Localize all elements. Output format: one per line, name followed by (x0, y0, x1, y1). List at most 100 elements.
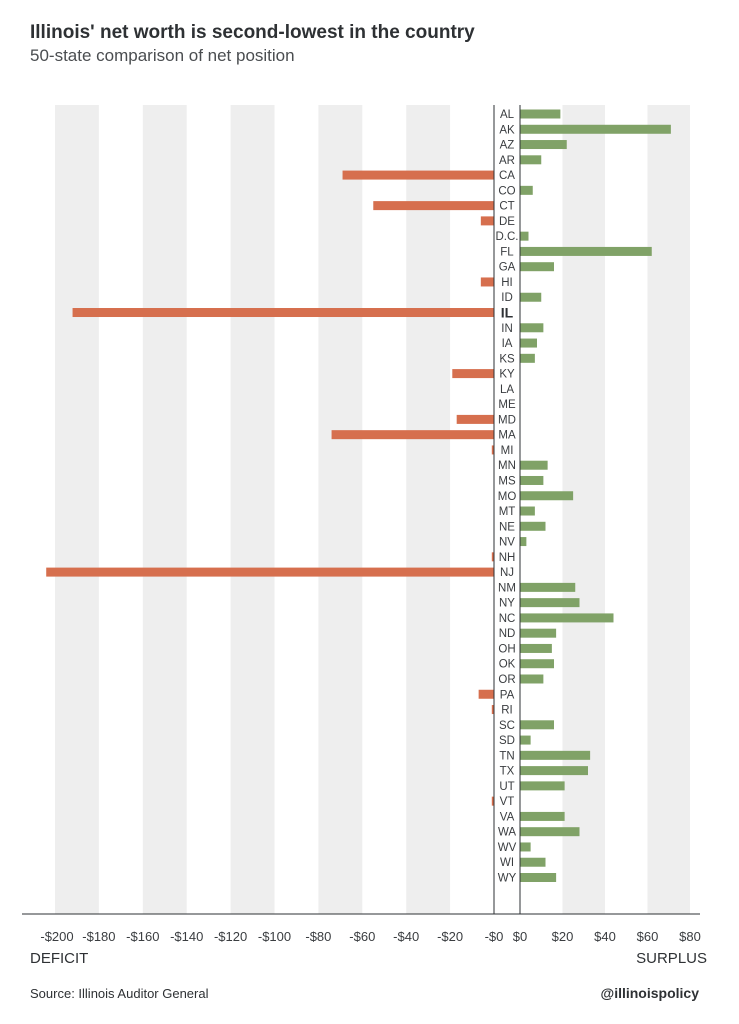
state-label-RI: RI (501, 705, 513, 717)
tick-label: $20 (552, 929, 574, 944)
grid-band (562, 105, 605, 914)
bar-VA (520, 811, 565, 821)
state-label-PA: PA (500, 689, 515, 701)
bar-OK (520, 659, 554, 669)
tick-label: -$140 (170, 929, 203, 944)
state-label-FL: FL (500, 246, 514, 258)
bar-FL (520, 246, 652, 256)
state-label-ID: ID (501, 292, 513, 304)
bar-AK (520, 124, 671, 134)
bar-SD (520, 735, 531, 745)
bar-D.C. (520, 231, 529, 241)
state-label-SC: SC (499, 720, 515, 732)
state-label-AK: AK (499, 124, 515, 136)
state-label-NH: NH (499, 552, 516, 564)
grid-band (142, 105, 187, 914)
state-label-VA: VA (500, 811, 515, 823)
state-label-MO: MO (498, 491, 517, 503)
tick-label: -$160 (126, 929, 159, 944)
tick-label: $60 (637, 929, 659, 944)
bar-WA (520, 827, 580, 837)
state-label-NY: NY (499, 598, 515, 610)
bar-CO (520, 185, 533, 195)
bar-GA (520, 262, 554, 272)
tick-label: -$120 (214, 929, 247, 944)
state-label-D.C.: D.C. (496, 231, 519, 243)
bar-VT (491, 796, 494, 806)
state-label-HI: HI (501, 277, 513, 289)
bar-IN (520, 323, 544, 333)
state-label-MN: MN (498, 460, 516, 472)
state-label-NV: NV (499, 537, 515, 549)
state-label-WY: WY (498, 873, 517, 885)
state-label-MI: MI (501, 445, 514, 457)
state-label-OK: OK (499, 659, 516, 671)
state-label-UT: UT (499, 781, 514, 793)
bar-CA (342, 170, 494, 180)
tick-label: $0 (513, 929, 527, 944)
bar-OH (520, 643, 552, 653)
state-label-DE: DE (499, 216, 515, 228)
source-note: Source: Illinois Auditor General (30, 986, 209, 1001)
state-label-WV: WV (498, 842, 517, 854)
state-label-WI: WI (500, 857, 514, 869)
bar-NH (491, 552, 494, 562)
tick-label: -$40 (393, 929, 419, 944)
bar-TN (520, 750, 591, 760)
bar-OR (520, 674, 544, 684)
grid-band (230, 105, 275, 914)
bar-KY (452, 369, 494, 379)
state-label-IL: IL (501, 305, 514, 321)
bar-ND (520, 628, 557, 638)
grid-band (406, 105, 451, 914)
bar-HI (480, 277, 494, 287)
state-label-GA: GA (499, 262, 516, 274)
grid-band (647, 105, 690, 914)
state-label-NE: NE (499, 521, 515, 533)
bar-SC (520, 720, 554, 730)
state-label-CO: CO (498, 185, 515, 197)
tick-label: $40 (594, 929, 616, 944)
bar-AZ (520, 140, 567, 150)
bar-NE (520, 521, 546, 531)
state-label-MS: MS (498, 475, 516, 487)
bar-MI (491, 445, 494, 455)
grid-band (55, 105, 99, 914)
state-label-IN: IN (501, 323, 513, 335)
tick-label: -$100 (258, 929, 291, 944)
tick-label: -$200 (40, 929, 73, 944)
bar-KS (520, 353, 535, 363)
state-label-IA: IA (502, 338, 513, 350)
state-label-NJ: NJ (500, 567, 514, 579)
bar-MD (456, 414, 494, 424)
state-label-MD: MD (498, 414, 516, 426)
bar-WI (520, 857, 546, 867)
bar-NJ (46, 567, 494, 577)
state-label-LA: LA (500, 384, 514, 396)
state-label-TN: TN (499, 750, 514, 762)
bar-WV (520, 842, 531, 852)
state-label-MA: MA (498, 430, 516, 442)
state-label-AR: AR (499, 155, 515, 167)
state-label-CT: CT (499, 201, 514, 213)
bar-AL (520, 109, 561, 119)
bar-RI (491, 705, 494, 715)
bar-MN (520, 460, 548, 470)
bar-ID (520, 292, 542, 302)
state-label-AL: AL (500, 109, 515, 121)
state-label-ND: ND (499, 628, 516, 640)
bar-NY (520, 598, 580, 608)
tick-label: -$60 (349, 929, 375, 944)
state-label-OH: OH (498, 643, 515, 655)
tick-label: -$80 (305, 929, 331, 944)
bar-IA (520, 338, 537, 348)
state-label-CA: CA (499, 170, 515, 182)
deficit-label: DEFICIT (30, 950, 89, 967)
state-label-ME: ME (498, 399, 516, 411)
state-label-NC: NC (499, 613, 516, 625)
bar-IL (72, 308, 494, 318)
bar-MS (520, 475, 544, 485)
bar-PA (478, 689, 494, 699)
state-label-KY: KY (499, 369, 515, 381)
